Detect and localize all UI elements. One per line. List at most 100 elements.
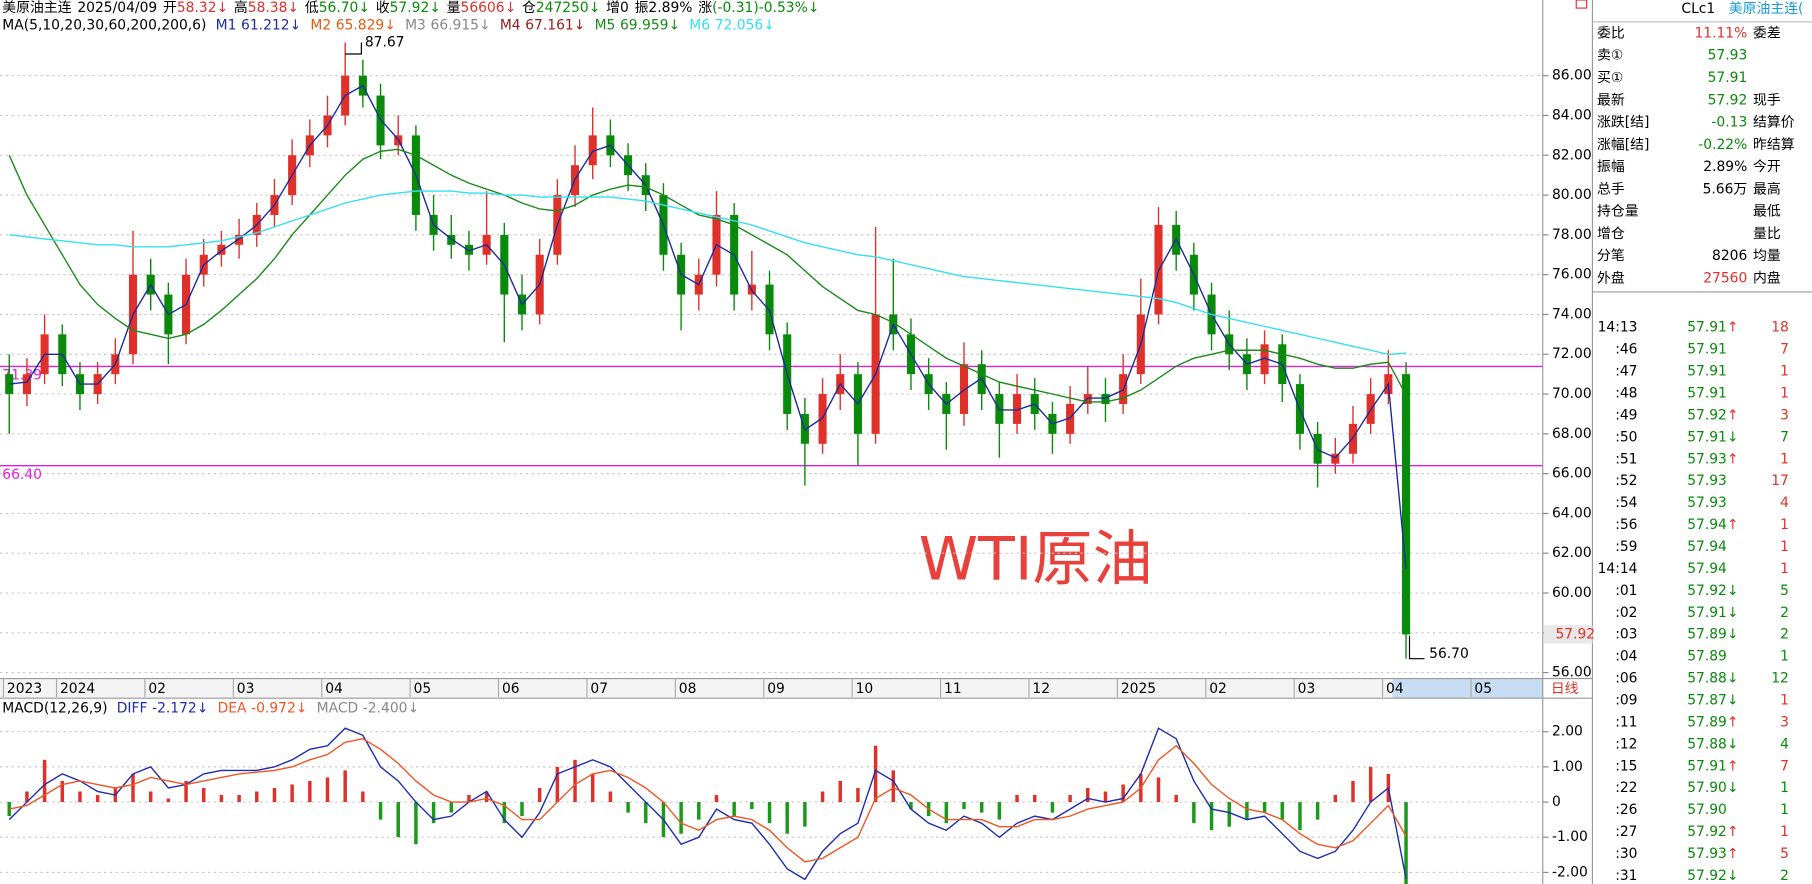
y-tick-label: 80.00 <box>1552 187 1592 203</box>
macd-bar <box>272 787 277 803</box>
quote-label: 振幅 <box>1597 159 1625 175</box>
x-tick-label: 11 <box>944 681 962 697</box>
quote-label: 结算价 <box>1753 115 1795 131</box>
x-tick-label: 07 <box>590 681 608 697</box>
macd-bar <box>1227 802 1231 827</box>
legend-value: -2.172↓ <box>152 701 208 717</box>
high-label: 87.67 <box>365 34 405 50</box>
y-tick-label: 86.00 <box>1552 68 1592 84</box>
tick-price-value: 57.89 <box>1687 627 1727 643</box>
macd-plot <box>7 727 1408 884</box>
tick-direction: ↓ <box>1727 780 1739 796</box>
macd-bar <box>767 802 772 824</box>
tick-direction: ↑ <box>1727 517 1739 533</box>
legend: MACD(12,26,9) DIFF -2.172↓ DEA -0.972↓ MACD -2… <box>2 701 419 717</box>
macd-bar <box>325 777 330 803</box>
y-tick-label: 76.00 <box>1552 267 1592 283</box>
tick-time: :31 <box>1615 868 1637 884</box>
macd-bar <box>308 780 312 803</box>
quote-label: 量比 <box>1753 226 1781 242</box>
summary-item: 58.38↓ <box>248 0 299 16</box>
macd-bar <box>1103 791 1108 803</box>
window-icon[interactable] <box>1575 0 1588 9</box>
tick-direction: ↑ <box>1727 407 1739 423</box>
macd-line <box>8 727 1407 881</box>
x-tick-label: 04 <box>325 681 343 697</box>
legend: MA(5,10,20,30,60,200,200,6) M1 61.212↓ M2 65… <box>2 17 774 33</box>
tick-price-value: 57.94 <box>1687 517 1727 533</box>
x-tick-label: 2025 <box>1121 681 1156 697</box>
macd-bar <box>1050 802 1055 813</box>
macd-bar <box>343 770 347 803</box>
macd-bar <box>1351 780 1355 803</box>
tick-direction: ↓ <box>1727 868 1739 884</box>
tick-time: :27 <box>1615 824 1637 840</box>
summary-item: (-0.31)-0.53%↓ <box>712 0 819 16</box>
quote-value: 27560 <box>1703 270 1747 286</box>
macd-bar <box>679 802 683 834</box>
legend-value: -2.400↓ <box>363 701 419 717</box>
tick-volume: 2 <box>1780 868 1789 884</box>
quote-label: 增仓 <box>1597 226 1625 242</box>
tick-time: :15 <box>1615 758 1637 774</box>
tick-direction: ↑ <box>1727 451 1739 467</box>
tick-price-value: 57.87 <box>1687 693 1727 709</box>
tick-time: :09 <box>1615 693 1637 709</box>
tick-volume: 3 <box>1780 407 1789 423</box>
candle-body <box>818 394 827 444</box>
quote-label: 最新 <box>1597 92 1625 108</box>
tick-price: 57.87↓ <box>1687 693 1738 709</box>
macd-bar <box>78 791 82 803</box>
tick-volume: 1 <box>1780 386 1789 402</box>
last-price-tag <box>1543 625 1593 644</box>
tick-direction: ↑ <box>1727 714 1739 730</box>
candle-body <box>22 374 31 395</box>
tick-volume: 1 <box>1780 780 1789 796</box>
tick-time: :47 <box>1615 364 1637 380</box>
tick-price-value: 57.90 <box>1687 780 1727 796</box>
macd-bar <box>1298 802 1302 831</box>
x-tick-label: 02 <box>148 681 166 697</box>
x-tick-label: 12 <box>1032 681 1050 697</box>
tick-direction: ↓ <box>1727 693 1739 709</box>
legend-value: -0.972↓ <box>251 701 307 717</box>
macd-bar <box>820 791 825 803</box>
macd-bar <box>166 798 171 803</box>
legend-title: MACD(12,26,9) <box>2 701 107 717</box>
tick-price: 57.89 <box>1687 649 1727 665</box>
macd-bar <box>148 791 153 803</box>
macd-bar <box>25 791 29 803</box>
macd-bar <box>1280 802 1285 820</box>
candle-body <box>235 234 244 245</box>
tick-volume: 1 <box>1780 649 1789 665</box>
tick-price-value: 57.90 <box>1687 802 1727 818</box>
macd-bar <box>95 795 100 803</box>
tick-direction: ↓ <box>1727 583 1739 599</box>
legend-name: M2 <box>310 17 331 33</box>
macd-bar <box>414 802 418 845</box>
macd-bar <box>60 780 65 803</box>
tick-time: :01 <box>1615 583 1637 599</box>
summary-item: 247250↓ <box>536 0 600 16</box>
x-tick-label: 04 <box>1386 681 1404 697</box>
tick-direction: ↓ <box>1727 605 1739 621</box>
macd-bar <box>555 766 560 803</box>
period-label[interactable]: 日线 <box>1551 681 1579 697</box>
candle-body <box>1401 374 1411 635</box>
tick-price-value: 57.92 <box>1687 583 1727 599</box>
macd-bar <box>1209 802 1214 831</box>
x-tick-label: 02 <box>1209 681 1227 697</box>
tick-price: 57.91 <box>1687 364 1727 380</box>
tick-time: :22 <box>1615 780 1637 796</box>
quote-label: 昨结算 <box>1753 137 1795 153</box>
macd-bar <box>396 802 400 838</box>
y-tick-label: 74.00 <box>1552 306 1592 322</box>
tick-price-value: 57.92 <box>1687 868 1727 884</box>
legend-value: 66.915↓ <box>431 17 491 33</box>
quote-value: 2.89% <box>1703 159 1747 175</box>
macd-bar <box>219 795 224 803</box>
tick-time: :50 <box>1615 429 1637 445</box>
